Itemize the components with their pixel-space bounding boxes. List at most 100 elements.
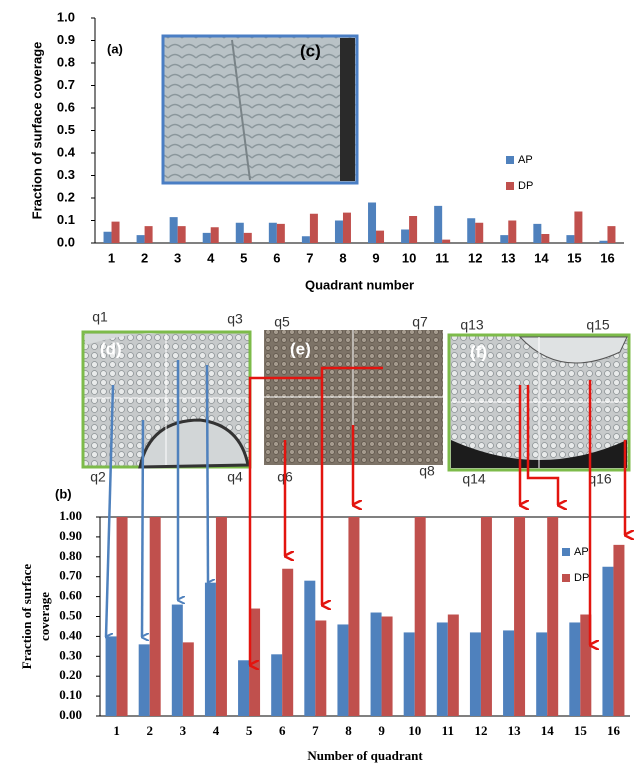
y-tick-label: 0.6 [57, 99, 75, 114]
x-tick-label: 5 [246, 723, 253, 738]
bar [116, 517, 128, 716]
y-tick-label: 0.10 [59, 687, 82, 702]
y-axis-title: Fraction of surface coverage [29, 42, 44, 220]
y-tick-label: 0.60 [59, 588, 82, 603]
bar [469, 632, 481, 716]
bar [204, 582, 216, 716]
quadrant-label: q15 [586, 317, 610, 333]
x-tick-label: 10 [408, 723, 421, 738]
micrograph-f [447, 333, 631, 472]
bar [342, 212, 351, 243]
bar [566, 235, 575, 243]
y-tick-label: 0.50 [59, 607, 82, 622]
x-tick-label: 10 [402, 250, 416, 265]
y-tick-label: 0.9 [57, 32, 75, 47]
bar [467, 218, 476, 243]
y-tick-label: 0.1 [57, 212, 75, 227]
bar [182, 642, 194, 716]
bar [370, 612, 382, 716]
y-tick-label: 1.0 [57, 9, 75, 24]
x-tick-label: 8 [345, 723, 352, 738]
legend-label: DP [574, 572, 589, 584]
y-tick-label: 0.90 [59, 528, 82, 543]
bar [547, 517, 559, 716]
x-tick-label: 12 [468, 250, 482, 265]
y-tick-label: 0.7 [57, 77, 75, 92]
y-tick-label: 0.5 [57, 122, 75, 137]
quadrant-label: q5 [274, 314, 290, 330]
bar [536, 632, 548, 716]
bar [202, 232, 211, 243]
bar [334, 220, 343, 243]
legend-swatch [506, 182, 514, 190]
x-tick-label: 7 [306, 250, 313, 265]
bar [541, 234, 550, 243]
x-tick-label: 13 [501, 250, 515, 265]
y-tick-label: 0.80 [59, 548, 82, 563]
x-tick-label: 16 [607, 723, 621, 738]
x-tick-label: 4 [213, 723, 220, 738]
x-tick-label: 14 [541, 723, 555, 738]
bar [580, 614, 592, 716]
panel-label: (b) [55, 486, 72, 501]
bar [309, 213, 318, 243]
x-tick-label: 1 [108, 250, 115, 265]
bar [105, 636, 117, 716]
x-tick-label: 15 [567, 250, 581, 265]
bar [533, 223, 542, 243]
bar [271, 654, 283, 716]
bar [403, 632, 415, 716]
bar [171, 604, 183, 716]
x-tick-label: 3 [180, 723, 187, 738]
legend-label: DP [518, 180, 533, 192]
micrograph-e [264, 330, 443, 465]
x-tick-label: 11 [435, 250, 449, 265]
legend-swatch [506, 156, 514, 164]
bar [215, 517, 227, 716]
bar [243, 232, 252, 243]
bar [599, 240, 608, 243]
bar [436, 622, 448, 716]
chart-a: 0.00.10.20.30.40.50.60.70.80.91.01 2 3 4 5 6 7… [29, 9, 624, 292]
bar [401, 229, 410, 243]
legend-swatch [562, 548, 570, 556]
bar [376, 230, 385, 243]
bar [414, 517, 426, 716]
bar [409, 216, 418, 243]
arrows [104, 360, 625, 665]
bar [442, 239, 451, 243]
x-tick-label: 4 [207, 250, 215, 265]
bar [381, 616, 393, 716]
quadrant-label: q4 [227, 469, 243, 485]
y-tick-label: 0.0 [57, 234, 75, 249]
bar [235, 222, 244, 243]
y-tick-label: 0.8 [57, 54, 75, 69]
bar [149, 517, 161, 716]
bar [500, 235, 509, 243]
x-tick-label: 5 [240, 250, 247, 265]
bar [337, 624, 349, 716]
bar [574, 211, 583, 243]
legend-swatch [562, 574, 570, 582]
quadrant-label: q7 [412, 314, 428, 330]
bar [348, 517, 360, 716]
bar [136, 235, 145, 243]
bar [177, 226, 186, 243]
panel-label: (a) [107, 41, 123, 56]
bar [475, 222, 484, 243]
x-tick-label: 6 [279, 723, 286, 738]
x-axis-title: Quadrant number [305, 277, 414, 292]
x-tick-label: 12 [474, 723, 487, 738]
bar [480, 517, 492, 716]
quadrant-label: q2 [90, 469, 106, 485]
bar [613, 544, 625, 716]
bar [301, 236, 310, 243]
bar [169, 217, 178, 243]
x-axis-title: Number of quadrant [307, 748, 423, 763]
quadrant-label: q8 [419, 463, 435, 479]
quadrant-label: q14 [462, 471, 486, 487]
x-tick-label: 3 [174, 250, 181, 265]
bar [111, 221, 120, 243]
image-label: (d) [100, 339, 122, 358]
